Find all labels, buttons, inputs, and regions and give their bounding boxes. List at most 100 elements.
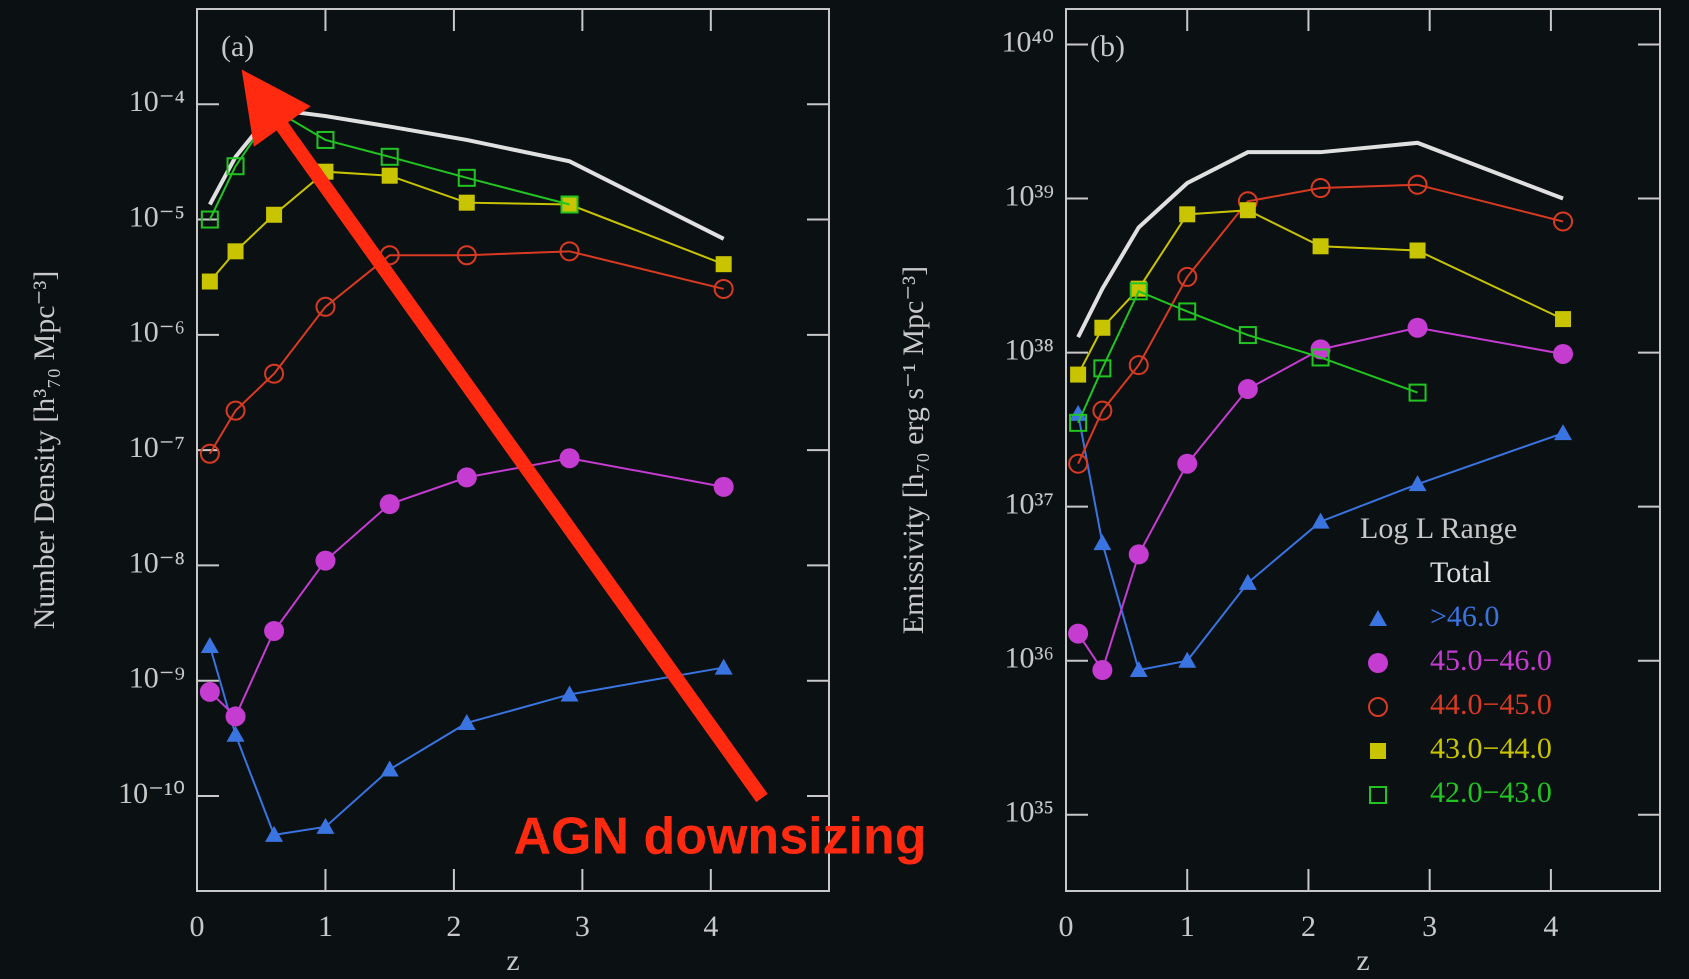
x-tick-label: 3 xyxy=(575,910,590,943)
plot-frame xyxy=(1065,8,1661,892)
point xyxy=(1238,573,1257,590)
point xyxy=(1093,534,1112,551)
x-tick-label: 1 xyxy=(318,910,333,943)
point xyxy=(713,278,734,299)
data-layer: 10⁻⁴ 10⁻⁵ 10⁻⁶ 10⁻⁷ 10⁻⁸ 10⁻⁹ 10⁻¹⁰ 0 1 2 3 4 (a) z Nu… xyxy=(28,8,1661,977)
point xyxy=(200,210,219,229)
annotation: AGN downsizing xyxy=(513,808,926,866)
panel: 10⁻⁴ 10⁻⁵ 10⁻⁶ 10⁻⁷ 10⁻⁸ 10⁻⁹ 10⁻¹⁰ 0 1 2 3 4 (a) z Nu… xyxy=(28,8,830,977)
point xyxy=(380,147,399,166)
point xyxy=(1177,453,1198,474)
legend-label: 43.0−44.0 xyxy=(1430,732,1552,765)
y-tick-label: 10³⁷ xyxy=(1005,488,1054,521)
point xyxy=(226,725,245,742)
y-tick-label: 10⁻¹⁰ xyxy=(118,777,185,810)
y-tick-label: 10⁻⁵ xyxy=(129,200,185,233)
legend-label: Total xyxy=(1430,556,1491,589)
point xyxy=(456,467,477,488)
point xyxy=(1311,512,1330,529)
point xyxy=(1409,242,1426,259)
point xyxy=(1238,326,1257,345)
legend-swatch xyxy=(1368,697,1388,717)
legend-swatch xyxy=(1369,610,1387,626)
point xyxy=(381,167,398,184)
point xyxy=(714,658,733,675)
x-tick-label: 3 xyxy=(1422,910,1437,943)
point xyxy=(1408,475,1427,492)
panel-label: (b) xyxy=(1090,30,1125,63)
series-line xyxy=(1076,140,1564,339)
point xyxy=(200,637,219,654)
point xyxy=(1311,348,1330,367)
series-group xyxy=(1068,140,1574,681)
series-line xyxy=(1077,326,1564,673)
legend-label: 44.0−45.0 xyxy=(1430,688,1552,721)
point xyxy=(1407,317,1428,338)
y-tick-label: 10⁻⁷ xyxy=(129,431,185,464)
point xyxy=(457,168,476,187)
series-group xyxy=(199,100,734,842)
point xyxy=(201,273,218,290)
point xyxy=(1070,366,1087,383)
point xyxy=(1069,413,1088,432)
x-tick-label: 4 xyxy=(1543,910,1558,943)
y-tick-label: 10³⁸ xyxy=(1005,333,1054,366)
y-axis-title: Emissivity [h₇₀ erg s⁻¹ Mpc⁻³] xyxy=(897,266,930,634)
point xyxy=(458,194,475,211)
point xyxy=(1408,383,1427,402)
series-line xyxy=(208,107,725,241)
point xyxy=(1093,359,1112,378)
x-tick-label: 0 xyxy=(1059,910,1074,943)
panel: 10⁴⁰ 10³⁹ 10³⁸ 10³⁷ 10³⁶ 10³⁵ 0 1 2 3 4 (b) z Emissiv… xyxy=(897,8,1661,977)
y-tick-label: 10⁻⁶ xyxy=(129,316,185,349)
point xyxy=(264,363,285,384)
x-tick-label: 1 xyxy=(1180,910,1195,943)
point xyxy=(1128,544,1149,565)
point xyxy=(1310,178,1331,199)
point xyxy=(715,256,732,273)
legend-swatch xyxy=(1370,743,1386,759)
legend-label: 42.0−43.0 xyxy=(1430,776,1552,809)
point xyxy=(1092,660,1113,681)
point xyxy=(1237,379,1258,400)
y-tick-label: 10³⁶ xyxy=(1005,642,1054,675)
series-line xyxy=(208,250,724,455)
point xyxy=(456,245,477,266)
y-axis-title: Number Density [h³₇₀ Mpc⁻³] xyxy=(28,271,61,630)
panel-label: (a) xyxy=(221,30,254,63)
point xyxy=(560,195,579,214)
legend-swatch xyxy=(1368,653,1388,673)
point xyxy=(1068,453,1089,474)
x-tick-label: 2 xyxy=(446,910,461,943)
point xyxy=(1312,238,1329,255)
point xyxy=(199,443,220,464)
point xyxy=(266,206,283,223)
annotation-arrow xyxy=(241,69,768,803)
series-line xyxy=(208,645,724,837)
y-tick-label: 10⁻⁹ xyxy=(129,662,185,695)
point xyxy=(1129,661,1148,678)
x-axis-title: z xyxy=(506,944,519,977)
y-tick-label: 10³⁵ xyxy=(1005,796,1054,829)
point xyxy=(1068,623,1089,644)
series-line xyxy=(1077,183,1564,465)
point xyxy=(316,130,335,149)
point xyxy=(1179,206,1196,223)
point xyxy=(1178,651,1197,668)
point xyxy=(713,476,734,497)
x-axis-title: z xyxy=(1356,944,1369,977)
y-tick-label: 10⁻⁸ xyxy=(129,546,185,579)
series-line xyxy=(209,457,724,719)
legend-label: >46.0 xyxy=(1430,600,1499,633)
point xyxy=(265,825,284,842)
point xyxy=(1069,404,1088,421)
point xyxy=(1554,424,1573,441)
legend-label: 45.0−46.0 xyxy=(1430,644,1552,677)
point xyxy=(1553,211,1574,232)
point xyxy=(315,550,336,571)
point xyxy=(380,760,399,777)
point xyxy=(315,296,336,317)
point xyxy=(1555,311,1572,328)
